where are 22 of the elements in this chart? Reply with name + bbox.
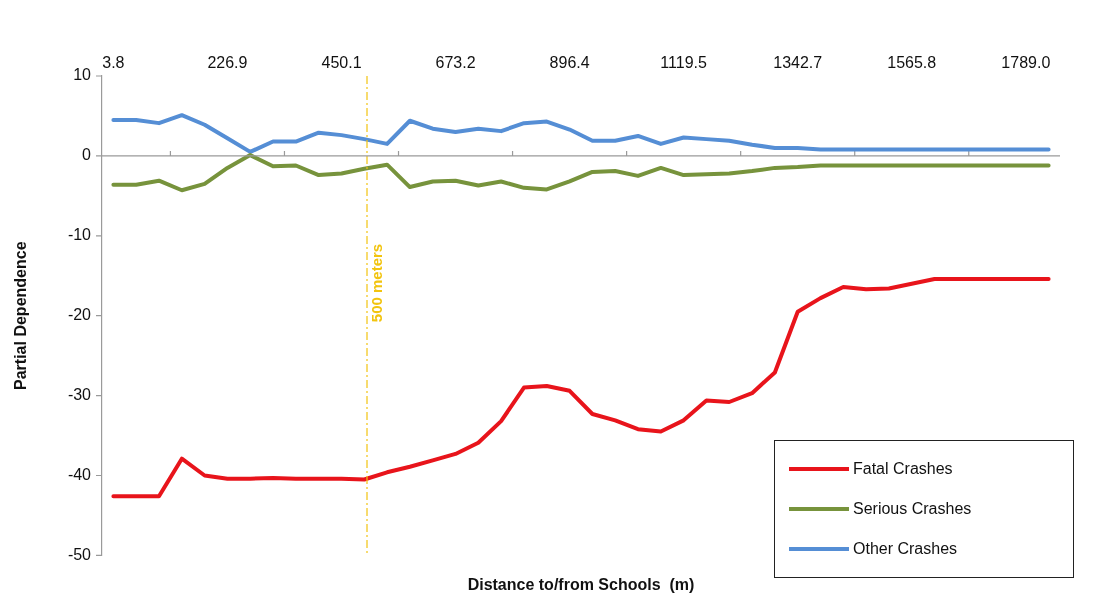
x-tick-label: 226.9	[207, 53, 248, 71]
y-tick-label: -20	[67, 306, 92, 324]
legend-label: Serious Crashes	[853, 500, 972, 518]
x-tick-label: 673.2	[435, 53, 476, 71]
legend-label: Other Crashes	[853, 540, 958, 558]
ref-line-label: 500 meters	[368, 243, 386, 323]
y-tick-label: -30	[67, 386, 92, 404]
y-tick-label: 0	[82, 146, 92, 164]
y-tick-label: -50	[67, 545, 92, 563]
x-axis-title: Distance to/from Schools (m)	[466, 576, 696, 594]
x-tick-label: 3.8	[102, 53, 125, 71]
x-tick-label: 1342.7	[773, 53, 823, 71]
legend-label: Fatal Crashes	[853, 460, 953, 478]
x-tick-label: 1119.5	[660, 53, 708, 71]
x-tick-label: 896.4	[549, 53, 590, 71]
y-axis-title: Partial Dependence	[12, 241, 30, 390]
y-tick-label: -10	[67, 226, 92, 244]
x-tick-label: 1789.0	[1001, 53, 1051, 71]
x-tick-label: 1565.8	[887, 53, 937, 71]
x-tick-label: 450.1	[321, 53, 362, 71]
y-tick-label: -40	[67, 465, 92, 483]
y-tick-label: 10	[73, 66, 92, 84]
